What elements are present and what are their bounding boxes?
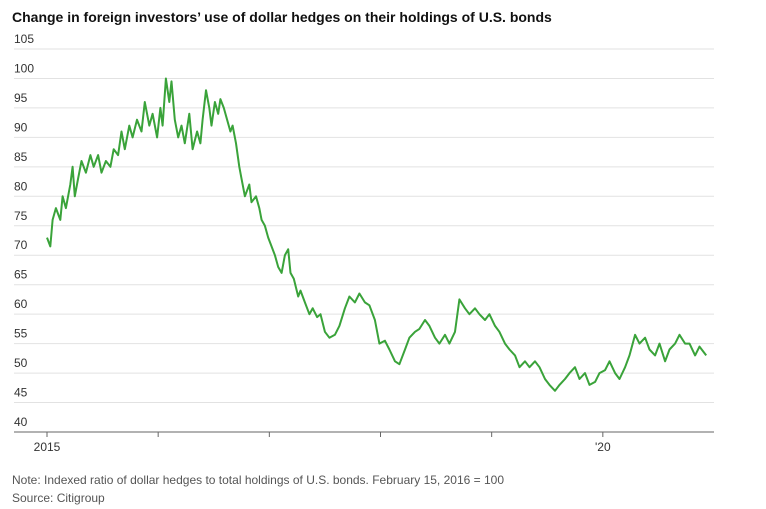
y-tick-label: 105 [14,32,34,46]
y-tick-label: 70 [14,238,28,252]
y-tick-label: 85 [14,150,28,164]
y-tick-label: 65 [14,268,28,282]
y-tick-label: 80 [14,179,28,193]
y-tick-label: 90 [14,120,28,134]
y-tick-label: 45 [14,386,28,400]
y-tick-label: 50 [14,356,28,370]
chart-title: Change in foreign investors’ use of doll… [12,9,552,25]
line [46,77,707,392]
x-tick-label: 2015 [34,440,61,454]
x-tick-label: '20 [595,440,611,454]
y-tick-label: 95 [14,91,28,105]
y-tick-label: 75 [14,209,28,223]
source: Source: Citigroup [12,491,105,505]
y-tick-label: 55 [14,327,28,341]
y-tick-label: 60 [14,297,28,311]
y-tick-label: 100 [14,61,34,75]
note: Note: Indexed ratio of dollar hedges to … [12,473,504,487]
y-tick-label: 40 [14,415,28,429]
